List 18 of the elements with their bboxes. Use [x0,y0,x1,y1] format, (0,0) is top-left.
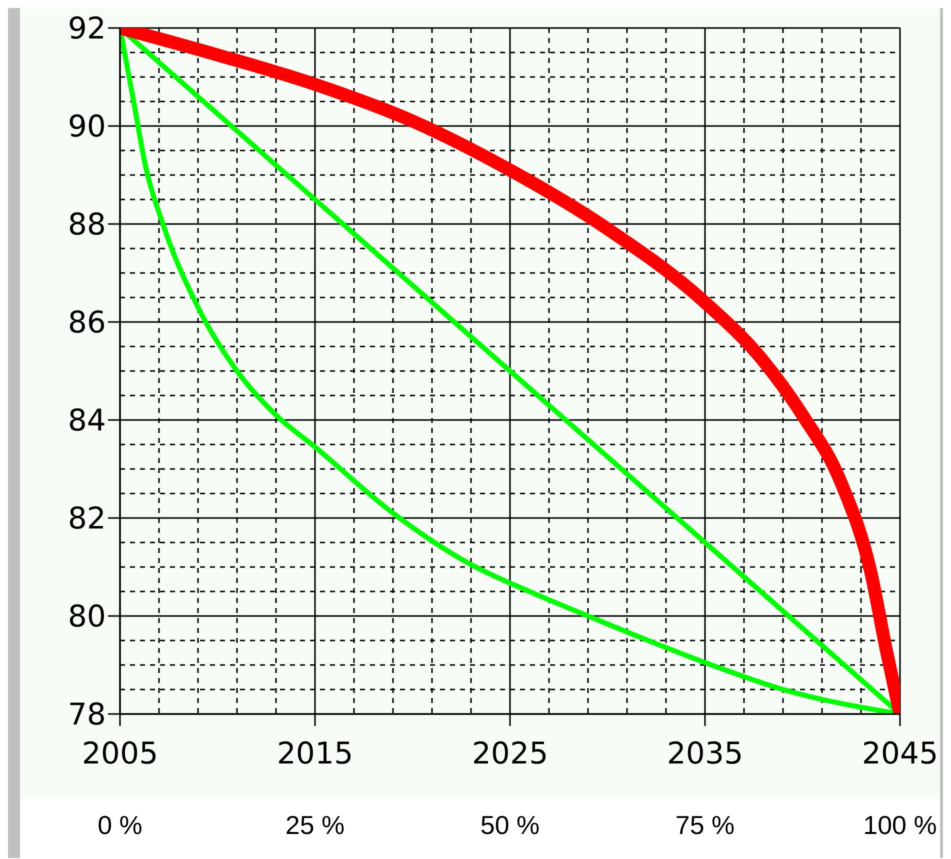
y-tick-label: 86 [68,306,106,341]
x2-tick-label: 75 % [675,810,735,841]
x-tick-label: 2035 [666,736,744,772]
y-tick-label: 82 [68,502,106,537]
x2-tick-label: 100 % [863,810,937,841]
y-tick-label: 88 [68,208,106,243]
y-tick-label: 78 [68,698,106,733]
y-tick-label: 84 [68,404,106,439]
x-tick-label: 2015 [276,736,354,772]
y-tick-label: 80 [68,600,106,635]
x-tick-label: 2005 [82,736,158,772]
x-tick-label: 2025 [472,736,548,772]
x2-tick-label: 50 % [480,810,540,841]
y-tick-label: 90 [68,110,106,145]
x-tick-label: 2045 [862,736,938,772]
x2-tick-label: 0 % [98,810,142,841]
x2-tick-label: 25 % [285,810,345,841]
y-tick-label: 92 [68,12,106,47]
